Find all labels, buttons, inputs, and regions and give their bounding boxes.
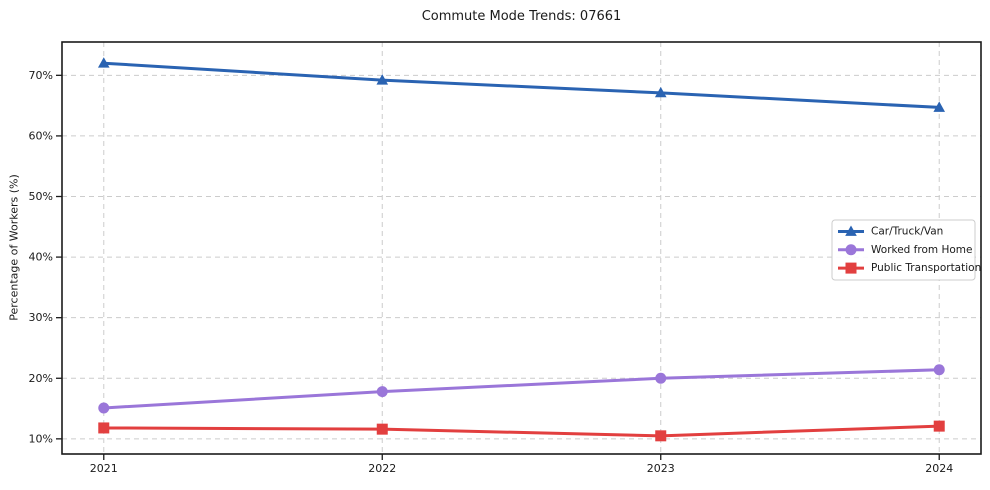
y-tick-label: 50%	[29, 190, 53, 203]
legend-box	[831, 219, 976, 281]
chart-title: Commute Mode Trends: 07661	[421, 9, 622, 24]
legend-marker-square-icon	[845, 262, 857, 274]
data-point-worked-from-home	[655, 372, 667, 384]
legend: Car/Truck/Van Worked from Home Public Tran…	[831, 219, 981, 281]
series-line-worked-from-home	[102, 368, 941, 410]
data-point-car-truck-van	[376, 74, 389, 85]
data-point-worked-from-home	[98, 402, 110, 414]
legend-label-worked-from-home: Worked from Home	[871, 244, 972, 256]
legend-label-car-truck-van: Car/Truck/Van	[871, 226, 943, 238]
legend-item-worked-from-home: Worked from Home	[838, 244, 972, 256]
data-point-car-truck-van	[933, 101, 946, 112]
data-point-worked-from-home	[933, 364, 945, 376]
data-point-car-truck-van	[97, 57, 110, 68]
data-point-public-transportation	[655, 430, 667, 442]
x-tick-label: 2021	[90, 462, 118, 475]
y-tick-label: 40%	[29, 251, 53, 264]
data-point-public-transportation	[933, 420, 945, 432]
series-worked-from-home	[98, 364, 945, 414]
series-public-transportation	[98, 420, 945, 442]
series-line-public-transportation	[102, 424, 941, 438]
y-tick-label: 20%	[29, 372, 53, 385]
data-point-public-transportation	[376, 423, 388, 435]
y-tick-label: 70%	[29, 69, 53, 82]
x-tick-label: 2024	[925, 462, 953, 475]
data-point-car-truck-van	[654, 86, 667, 98]
series-line-car-truck-van	[102, 61, 941, 109]
series-car-truck-van	[97, 57, 946, 112]
plot-border	[61, 41, 982, 455]
legend-item-public-transportation: Public Transportation	[838, 262, 981, 274]
y-axis-label: Percentage of Workers (%)	[7, 174, 21, 321]
x-tick-label: 2022	[368, 462, 396, 475]
legend-label-public-transportation: Public Transportation	[871, 262, 981, 274]
y-tick-label: 30%	[29, 311, 53, 324]
legend-item-car-truck-van: Car/Truck/Van	[838, 225, 943, 238]
y-tick-label: 60%	[29, 129, 53, 142]
data-point-worked-from-home	[376, 386, 388, 398]
legend-marker-triangle-icon	[845, 225, 857, 236]
x-tick-label: 2023	[647, 462, 675, 475]
data-point-public-transportation	[98, 422, 110, 434]
legend-marker-circle-icon	[845, 244, 857, 256]
y-tick-label: 10%	[29, 432, 53, 445]
